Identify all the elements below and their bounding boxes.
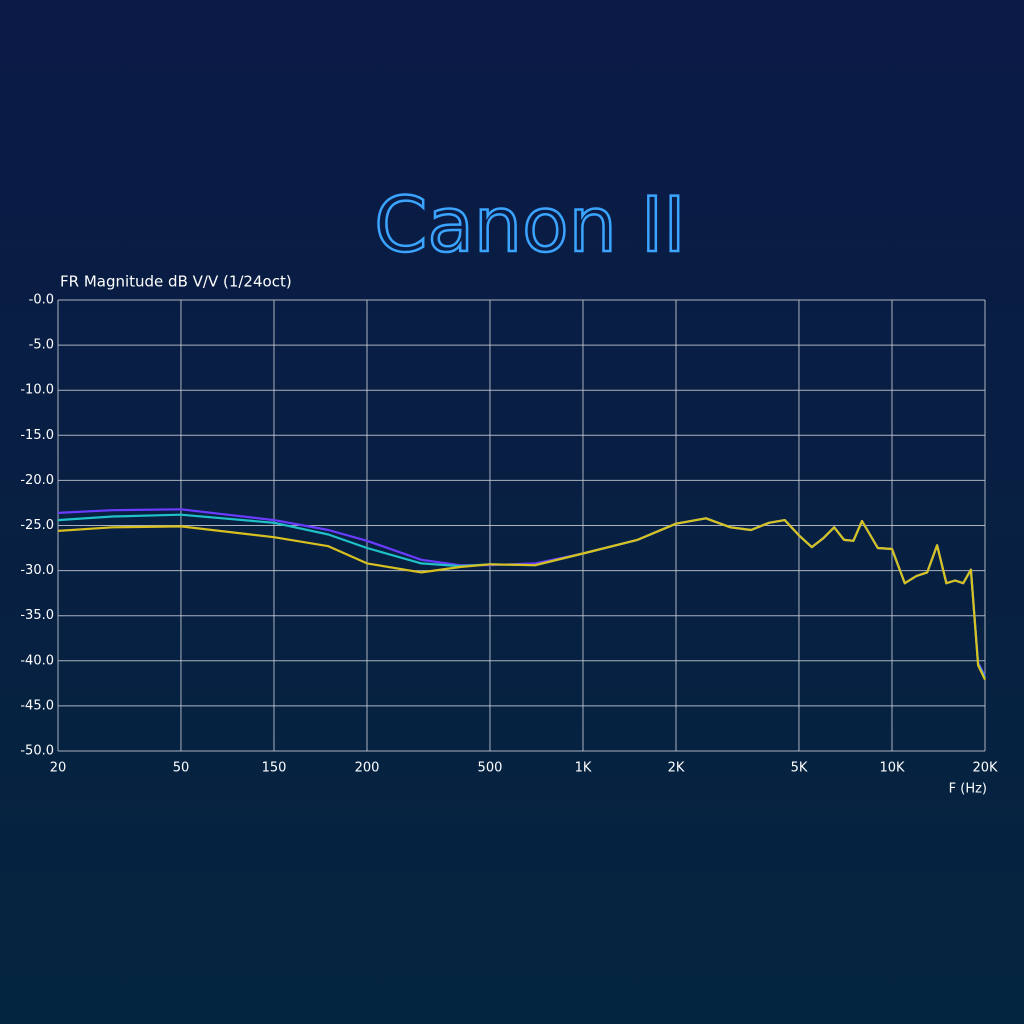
- y-tick-label: -45.0: [20, 698, 54, 713]
- y-tick-label: -35.0: [20, 608, 54, 623]
- x-tick-label: 150: [262, 761, 287, 776]
- fr-curve: [57, 508, 986, 677]
- x-tick-label: 1K: [575, 761, 592, 776]
- y-axis-label: FR Magnitude dB V/V (1/24oct): [60, 273, 292, 291]
- chart-title: Canon II: [374, 180, 685, 269]
- x-axis-label: F (Hz): [949, 782, 987, 797]
- y-tick-label: -40.0: [20, 653, 54, 668]
- y-tick-label: -20.0: [20, 473, 54, 488]
- y-tick-label: -0.0: [29, 293, 54, 308]
- x-tick-label: 10K: [879, 761, 905, 776]
- y-tick-label: -25.0: [20, 518, 54, 533]
- x-tick-label: 50: [173, 761, 190, 776]
- y-tick-label: -30.0: [20, 563, 54, 578]
- y-tick-label: -5.0: [29, 338, 54, 353]
- fr-curve: [57, 517, 986, 681]
- y-tick-label: -50.0: [20, 744, 54, 759]
- y-tick-label: -10.0: [20, 383, 54, 398]
- x-tick-label: 200: [355, 761, 380, 776]
- x-tick-label: 20K: [972, 761, 998, 776]
- x-tick-label: 2K: [668, 761, 685, 776]
- x-tick-label: 20: [50, 761, 67, 776]
- y-tick-label: -15.0: [20, 428, 54, 443]
- x-tick-label: 500: [478, 761, 503, 776]
- x-tick-label: 5K: [791, 761, 808, 776]
